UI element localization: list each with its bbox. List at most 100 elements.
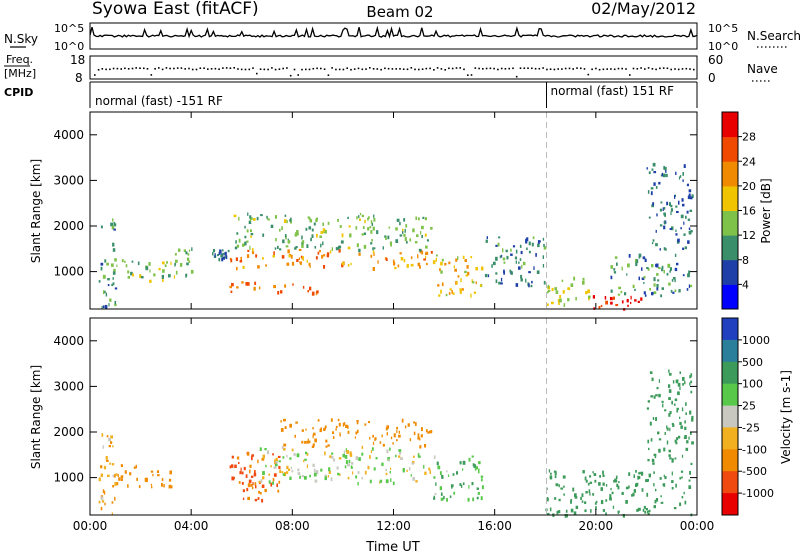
echo-cell bbox=[684, 246, 687, 250]
echo-cell bbox=[328, 467, 331, 472]
echo-cell bbox=[135, 464, 137, 469]
echo-cell bbox=[355, 456, 359, 461]
echo-cell bbox=[277, 455, 281, 458]
echo-cell bbox=[118, 477, 121, 481]
freq-point bbox=[455, 67, 458, 69]
cpid-segment-2: normal (fast) 151 RF bbox=[551, 84, 675, 98]
echo-cell bbox=[470, 256, 473, 259]
echo-cell bbox=[249, 464, 252, 468]
echo-cell bbox=[402, 228, 404, 232]
echo-cell bbox=[492, 261, 496, 266]
echo-cell bbox=[500, 282, 503, 285]
freq-point bbox=[308, 68, 311, 71]
echo-cell bbox=[497, 242, 500, 247]
echo-cell bbox=[306, 259, 308, 263]
echo-cell bbox=[668, 389, 672, 393]
echo-cell bbox=[519, 258, 522, 261]
echo-cell bbox=[435, 482, 437, 486]
echo-cell bbox=[236, 232, 239, 235]
echo-cell bbox=[311, 292, 315, 296]
echo-cell bbox=[421, 225, 424, 230]
echo-cell bbox=[315, 218, 318, 223]
colorbar-swatch bbox=[722, 284, 738, 310]
echo-cell bbox=[628, 254, 631, 258]
echo-cell bbox=[550, 472, 552, 475]
echo-cell bbox=[674, 195, 676, 199]
echo-cell bbox=[179, 263, 182, 267]
echo-cell bbox=[678, 176, 681, 180]
echo-cell bbox=[548, 469, 551, 473]
echo-cell bbox=[282, 456, 285, 459]
echo-cell bbox=[242, 497, 245, 500]
echo-cell bbox=[291, 261, 295, 266]
echo-cell bbox=[543, 246, 547, 250]
freq-point bbox=[301, 68, 303, 71]
echo-cell bbox=[364, 219, 366, 224]
echo-cell bbox=[682, 377, 685, 381]
echo-cell bbox=[652, 462, 655, 465]
echo-cell bbox=[218, 257, 221, 262]
echo-cell bbox=[393, 261, 396, 266]
echo-cell bbox=[212, 252, 214, 256]
echo-cell bbox=[459, 461, 462, 465]
echo-cell bbox=[281, 226, 283, 231]
echo-cell bbox=[389, 241, 392, 245]
echo-cell bbox=[649, 288, 651, 291]
colorbar-swatch bbox=[722, 361, 738, 385]
echo-cell bbox=[280, 428, 284, 432]
echo-cell bbox=[111, 283, 114, 287]
echo-cell bbox=[498, 236, 501, 239]
echo-cell bbox=[236, 456, 240, 460]
echo-cell bbox=[381, 434, 383, 438]
echo-cell bbox=[528, 271, 531, 274]
echo-cell bbox=[127, 270, 130, 274]
echo-cell bbox=[242, 489, 245, 493]
echo-cell bbox=[675, 483, 677, 488]
echo-cell bbox=[436, 254, 438, 257]
nave-tick-bottom: 0 bbox=[708, 71, 716, 85]
freq-point bbox=[459, 67, 461, 69]
echo-cell bbox=[173, 275, 176, 279]
echo-cell bbox=[257, 459, 259, 464]
echo-cell bbox=[111, 225, 115, 230]
echo-cell bbox=[655, 243, 658, 247]
echo-cell bbox=[417, 254, 419, 259]
echo-cell bbox=[688, 485, 692, 489]
echo-cell bbox=[615, 304, 619, 307]
echo-cell bbox=[188, 249, 191, 252]
echo-cell bbox=[501, 254, 503, 258]
echo-cell bbox=[654, 291, 657, 294]
nsearch-tick-bottom: 10^0 bbox=[708, 40, 738, 53]
echo-cell bbox=[647, 439, 650, 444]
echo-cell bbox=[587, 482, 590, 486]
echo-cell bbox=[653, 277, 656, 282]
echo-cell bbox=[337, 245, 340, 250]
echo-cell bbox=[679, 416, 681, 419]
freq-point bbox=[176, 67, 179, 69]
echo-cell bbox=[390, 478, 392, 482]
freq-point bbox=[191, 68, 194, 71]
echo-cell bbox=[520, 278, 523, 282]
echo-cell bbox=[325, 445, 328, 448]
y-tick-label: 1000 bbox=[53, 471, 84, 485]
echo-cell bbox=[145, 266, 149, 271]
echo-cell bbox=[441, 258, 444, 262]
echo-cell bbox=[329, 250, 332, 254]
echo-cell bbox=[262, 233, 265, 237]
echo-cell bbox=[663, 247, 666, 250]
echo-cell bbox=[183, 249, 186, 253]
freq-point bbox=[380, 68, 382, 71]
echo-cell bbox=[530, 284, 533, 288]
echo-cell bbox=[419, 265, 421, 269]
echo-cell bbox=[112, 218, 114, 222]
echo-cell bbox=[153, 273, 156, 277]
echo-cell bbox=[560, 487, 564, 490]
echo-cell bbox=[402, 231, 404, 234]
echo-cell bbox=[240, 256, 242, 261]
echo-cell bbox=[499, 255, 502, 259]
echo-cell bbox=[372, 441, 375, 445]
echo-cell bbox=[245, 474, 248, 478]
echo-cell bbox=[250, 484, 253, 487]
echo-cell bbox=[112, 271, 116, 275]
echo-cell bbox=[364, 470, 367, 475]
